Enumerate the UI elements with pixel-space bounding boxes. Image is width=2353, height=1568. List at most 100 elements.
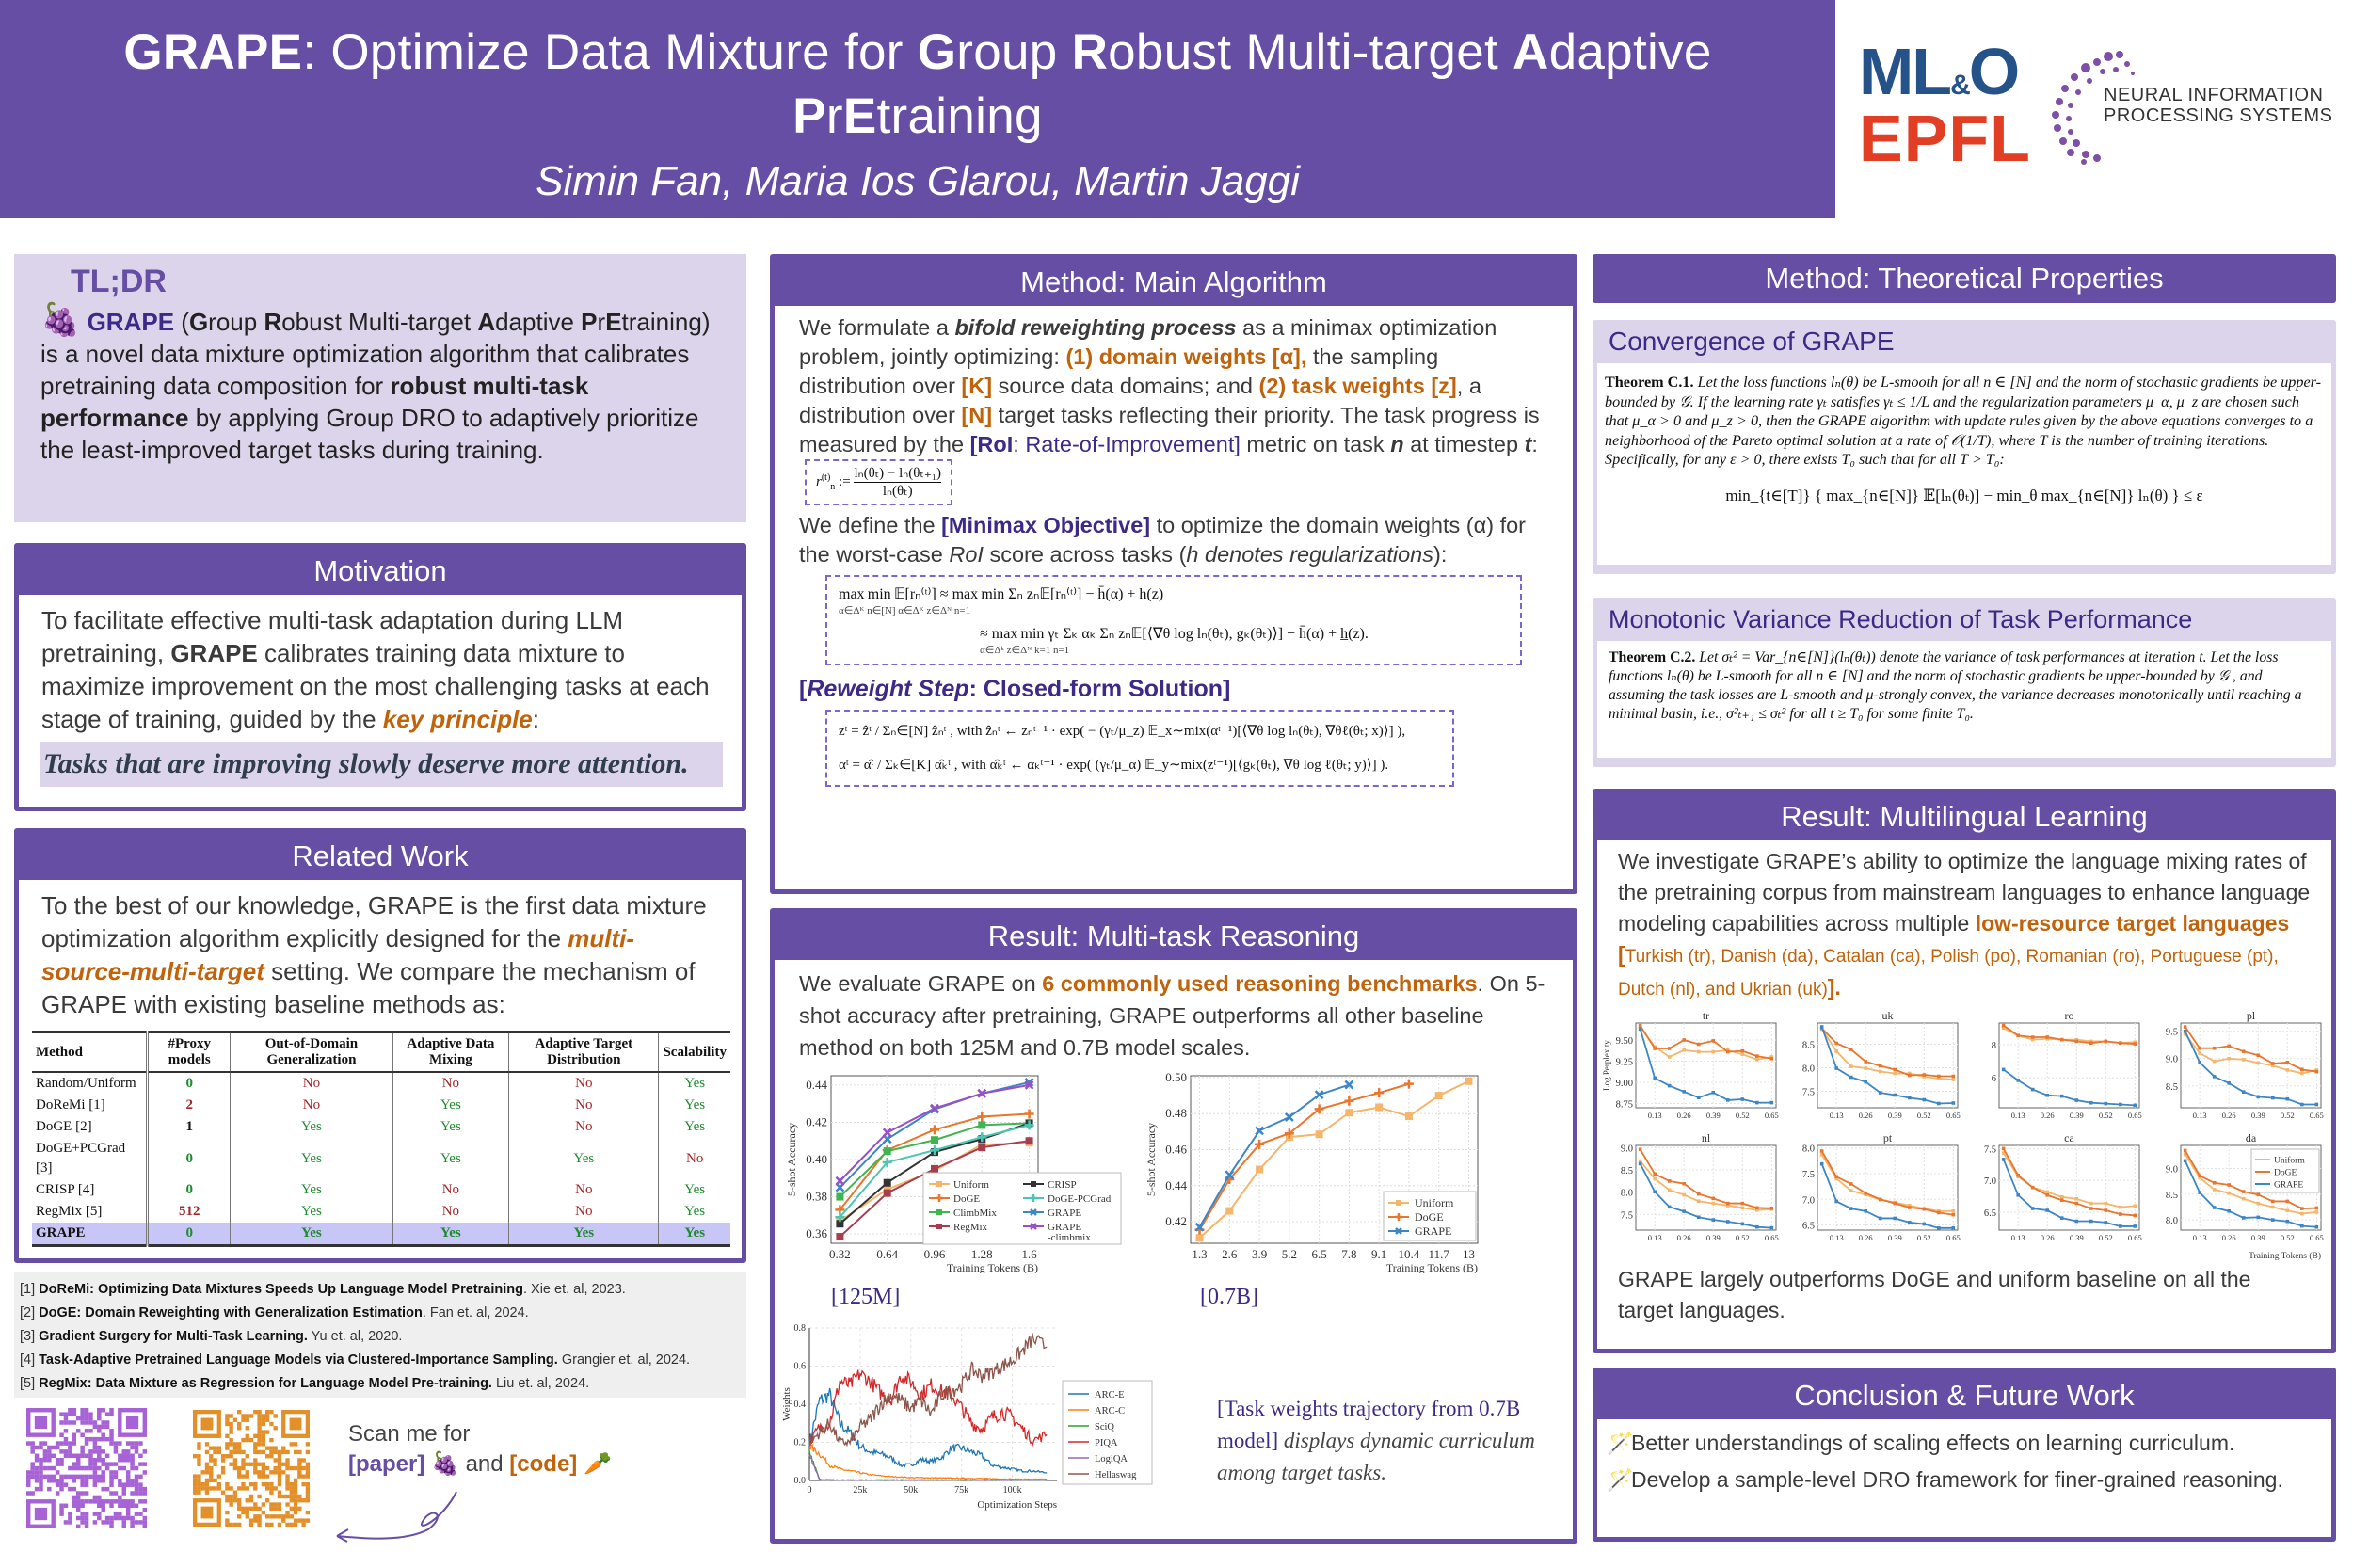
qr-module [241,1506,246,1511]
related-work-panel: Related Work To the best of our knowledg… [14,828,746,1263]
caption-a: [Task weights trajectory from 0.7B model… [1217,1397,1521,1452]
qr-module [305,1481,311,1487]
qr-module [241,1437,246,1443]
data-point [1937,1210,1941,1215]
qr-module [97,1429,102,1433]
chart-07b-accuracy: 0.42 0.44 0.46 0.48 0.50 1.3 2.6 3.9 5.2 6.5 7.8 9.… [1144,1071,1479,1273]
data-point [835,1212,845,1223]
qr-module [75,1507,81,1512]
qr-module [305,1465,311,1471]
qr-module [297,1462,302,1466]
data-point [1937,1226,1941,1230]
roi-formula: r(t)n := lₙ(θₜ) − lₙ(θₜ₊₁) lₙ(θₜ) [805,459,953,505]
domain-weights: (1) domain weights [α], [1065,344,1307,369]
data-point [1755,1208,1759,1212]
qr-module [297,1498,302,1503]
qr-module [248,1506,254,1511]
legend-label: DoGE [1415,1210,1444,1224]
qr-module [34,1474,40,1480]
x-tick-label: 0.96 [924,1247,946,1261]
y-tick-label: 0.6 [794,1362,807,1372]
qr-module [138,1486,143,1492]
y-axis-label: 5-shot Accuracy [785,1123,798,1196]
table-header-cell: Out-of-Domain Generalization [230,1032,393,1073]
title-line-2: PrEtraining [792,88,1043,144]
qr-module [277,1490,282,1495]
qr-module [216,1446,222,1450]
data-point [1834,1066,1838,1070]
qr-module [257,1421,262,1427]
qr-module [261,1470,266,1475]
code-link[interactable]: [code] [509,1451,578,1477]
qr-module [241,1465,246,1471]
data-point [883,1189,891,1197]
data-point [2300,1102,2304,1107]
reference-cite: . Fan et. al, 2024. [422,1305,529,1320]
series-line [2184,1026,2317,1073]
qr-module [84,1408,89,1413]
qr-module [277,1474,282,1479]
data-point [1315,1130,1323,1139]
table-cell: CRISP [4] [32,1179,150,1201]
qr-module [75,1462,81,1466]
data-point [2074,1201,2079,1206]
series-uniform [1638,1159,1774,1212]
legend-entry: ARC-E [1068,1390,1125,1400]
qr-module [39,1470,43,1475]
qr-module [75,1453,81,1459]
qr-module [225,1417,230,1422]
qr-module [248,1414,254,1418]
qr-module [253,1449,258,1455]
qr-module [84,1479,89,1483]
qr-module [39,1474,43,1480]
qr-module [63,1503,69,1509]
data-point [1951,1209,1956,1213]
reweight-formula: zᵗ = ẑᵗ / Σₙ∈[N] ẑₙᵗ , with ẑₙᵗ ← zₙᵗ⁻¹ … [825,710,1454,787]
qr-module [30,1441,35,1446]
qr-module [125,1470,131,1475]
y-tick-label: 9.25 [1616,1058,1633,1068]
data-point [1922,1097,1927,1102]
data-point [1711,1091,1716,1095]
qr-module [209,1470,214,1475]
qr-module [305,1486,311,1491]
qr-module [269,1486,274,1491]
qr-module [289,1498,294,1503]
data-point [2001,1146,2006,1151]
data-point [2300,1207,2304,1210]
y-tick-label: 8.5 [2166,1191,2178,1201]
qr-module [97,1416,102,1421]
qr-module [130,1453,135,1459]
code-qr-code[interactable] [192,1410,311,1527]
qr-module [264,1454,270,1459]
qr-finder [289,1417,302,1431]
x-tick-label: 0.13 [1830,1233,1844,1242]
data-point [2045,1208,2050,1212]
qr-module [142,1507,148,1512]
qr-module [293,1442,298,1447]
qr-module [197,1454,201,1459]
qr-module [273,1506,278,1511]
qr-module [257,1442,262,1447]
data-point [1907,1096,1912,1100]
qr-module [104,1515,110,1521]
qr-module [257,1474,262,1479]
qr-module [109,1482,114,1487]
and-text: and [458,1451,510,1477]
qr-module [34,1465,40,1471]
low-resource-highlight: low-resource target languages [1975,911,2290,936]
data-point [936,1224,942,1229]
panel-title: pt [1883,1131,1893,1144]
algo-text: , a distribution over [799,374,1481,427]
paper-link[interactable]: [paper] [348,1451,425,1477]
qr-module [51,1453,56,1459]
qr-module [220,1470,226,1475]
qr-module [142,1515,148,1521]
paper-qr-code[interactable] [25,1408,148,1528]
neurips-line-2: PROCESSING SYSTEMS [2104,105,2333,126]
qr-module [63,1441,69,1446]
data-point [2104,1039,2108,1044]
data-point [2074,1219,2079,1224]
qr-module [237,1421,242,1427]
qr-module [269,1410,274,1415]
